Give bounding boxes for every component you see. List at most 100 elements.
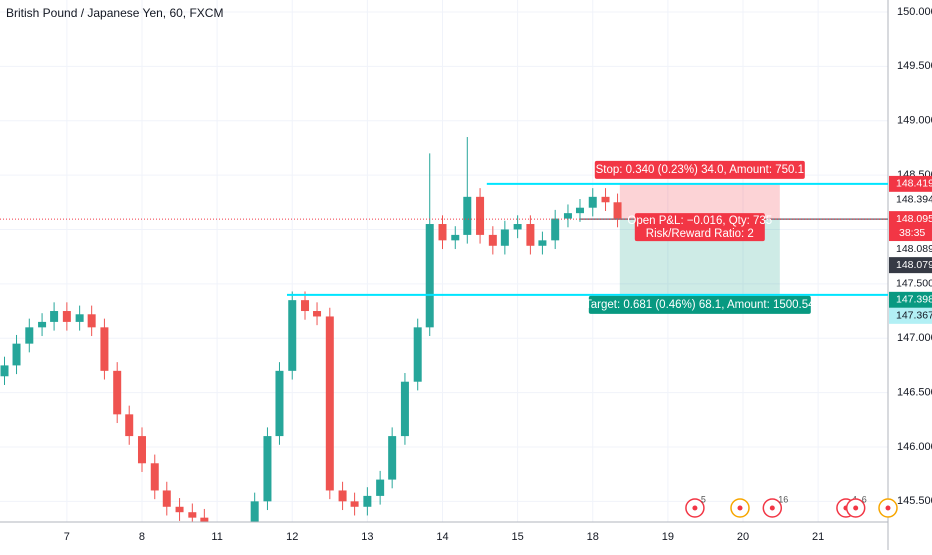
target-label: Target: 0.681 (0.46%) 68.1, Amount: 1500… [585, 299, 815, 311]
candle-body [50, 311, 59, 322]
candle-body [250, 501, 259, 522]
x-tick-label: 20 [737, 531, 749, 543]
candle-body [413, 327, 422, 382]
x-tick-label: 13 [361, 531, 373, 543]
y-tick-label: 149.000 [897, 115, 932, 127]
candle-body [513, 224, 522, 230]
candle-body [526, 224, 535, 246]
candle-body [350, 501, 359, 507]
event-count: 5 [701, 494, 706, 504]
candle-body [113, 370, 122, 415]
candle-body [263, 436, 272, 502]
stop-label-box [594, 160, 805, 179]
candle-body [150, 463, 159, 491]
price-label: 148.079 [896, 259, 932, 271]
candle-body [338, 490, 347, 502]
price-label-box [889, 275, 932, 292]
y-tick-label: 149.500 [897, 60, 932, 72]
x-tick-label: 8 [139, 531, 145, 543]
price-label: 147.500 [896, 278, 932, 290]
price-label-box [889, 257, 932, 274]
pnl-box [634, 213, 765, 242]
candle-body [25, 327, 34, 344]
price-label: 147.398 [896, 294, 932, 306]
price-label: 147.367 [896, 310, 932, 322]
x-tick-label: 7 [64, 531, 70, 543]
candle-body [325, 316, 334, 491]
price-label: 148.419 [896, 178, 932, 190]
candle-body [75, 314, 84, 322]
price-label: 148.089 [896, 243, 932, 255]
event-count: 16 [778, 494, 788, 504]
ratio-label: Risk/Reward Ratio: 2 [646, 228, 754, 240]
x-tick-label: 19 [662, 531, 674, 543]
y-tick-label: 146.000 [897, 441, 932, 453]
candle-body [38, 321, 47, 328]
price-label-box [889, 211, 932, 242]
price-label-box [889, 241, 932, 258]
candle-body [301, 300, 310, 312]
candle-body [476, 196, 485, 235]
price-label: 148.095 [896, 213, 932, 225]
candle-body [288, 300, 297, 371]
y-tick-label: 146.500 [897, 386, 932, 398]
candle-body [588, 196, 597, 208]
candle-body [488, 234, 497, 246]
x-tick-label: 11 [211, 531, 222, 543]
candle-body [313, 311, 322, 317]
candle-body [601, 196, 610, 203]
candle-body [200, 517, 209, 522]
pnl-label: Open P&L: −0.016, Qty: 735 [627, 215, 772, 227]
candle-body [12, 343, 21, 366]
price-label: 148.394 [896, 194, 932, 206]
candle-body [500, 229, 509, 246]
candle-body [575, 207, 584, 214]
event-dot [769, 505, 775, 511]
x-tick-label: 15 [511, 531, 523, 543]
y-tick-label: 147.000 [897, 332, 932, 344]
price-label-box [889, 291, 932, 308]
candle-body [62, 311, 71, 322]
chart-title: British Pound / Japanese Yen, 60, FXCM [6, 6, 223, 20]
candle-body [538, 240, 547, 246]
candle-body [0, 365, 9, 377]
x-tick-label: 14 [436, 531, 448, 543]
candle-body [451, 234, 460, 241]
candle-body [125, 414, 134, 437]
candle-body [376, 479, 385, 496]
x-tick-label: 18 [587, 531, 599, 543]
candle-body [363, 495, 372, 507]
candle-body [551, 218, 560, 241]
candle-body [438, 224, 447, 241]
candle-body [400, 381, 409, 437]
candle-body [175, 506, 184, 513]
price-label-box [889, 191, 932, 208]
price-label-box [889, 175, 932, 192]
candle-body [100, 327, 109, 371]
stop-label: Stop: 0.340 (0.23%) 34.0, Amount: 750.1 [596, 164, 804, 176]
y-tick-label: 150.000 [897, 6, 932, 18]
candle-body [162, 490, 171, 507]
candle-body [275, 370, 284, 437]
axes: 145.500 146.000 146.500 147.000 147.500 148.0… [64, 6, 932, 543]
candle-body [613, 202, 622, 219]
target-label-box [588, 295, 811, 314]
candle-body [388, 436, 397, 480]
candle-body [563, 213, 572, 219]
event-count: 6 [862, 494, 867, 504]
event-dot [885, 505, 891, 511]
y-tick-label: 145.500 [897, 495, 932, 507]
x-tick-label: 12 [286, 531, 298, 543]
overlay: Stop: 0.340 (0.23%) 34.0, Amount: 750.1 O… [0, 160, 898, 518]
candle-body [137, 436, 146, 464]
candle-body [188, 512, 197, 518]
candle-body [425, 224, 434, 328]
countdown: 38:35 [899, 227, 925, 239]
candle-body [87, 314, 96, 328]
event-dot [853, 505, 859, 511]
candle-body [463, 196, 472, 235]
event-dot [692, 505, 698, 511]
x-tick-label: 21 [812, 531, 824, 543]
